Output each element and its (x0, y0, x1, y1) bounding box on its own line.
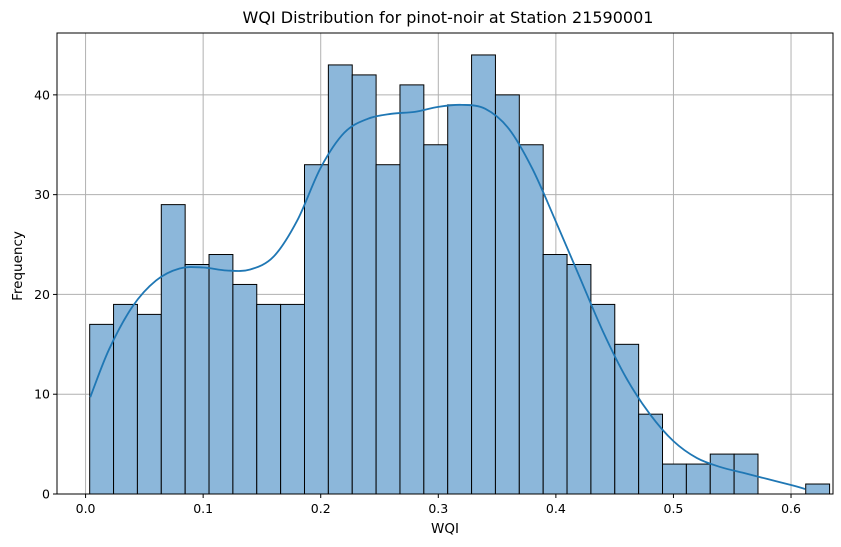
kde-curve (89, 103, 806, 490)
histogram-bar (614, 343, 640, 495)
y-tick-label: 40 (34, 87, 50, 102)
histogram-bar (303, 164, 329, 495)
x-tick-label: 0.0 (76, 501, 96, 516)
histogram-bar (471, 54, 496, 495)
y-axis-ticks: 0 10 20 30 40 (34, 87, 57, 502)
histogram-bar (256, 303, 282, 495)
histogram-bar (375, 164, 401, 495)
x-tick-label: 0.6 (781, 501, 801, 516)
y-axis-label: Frequency (10, 231, 26, 301)
histogram-bar (494, 94, 520, 495)
histogram-bar (662, 463, 687, 495)
chart-title: WQI Distribution for pinot-noir at Stati… (243, 8, 654, 27)
x-tick-label: 0.3 (428, 501, 448, 516)
histogram-bars (89, 54, 831, 495)
kde-curve-group (89, 103, 806, 490)
x-tick-label: 0.4 (546, 501, 566, 516)
histogram-bar (136, 313, 162, 495)
histogram-bar (160, 204, 186, 495)
histogram-bar (566, 263, 592, 495)
y-tick-label: 20 (34, 287, 50, 302)
histogram-bar (351, 74, 377, 495)
y-tick-label: 30 (34, 187, 50, 202)
histogram-bar (542, 254, 568, 495)
histogram-bar (423, 144, 449, 495)
y-tick-label: 0 (42, 487, 50, 502)
histogram-bar (685, 463, 711, 495)
x-tick-label: 0.5 (664, 501, 684, 516)
x-axis-ticks: 0.0 0.1 0.2 0.3 0.4 0.5 0.6 (76, 494, 801, 516)
histogram-bar (280, 303, 305, 495)
histogram-bar (184, 263, 210, 495)
histogram-bar (709, 453, 735, 495)
x-tick-label: 0.1 (193, 501, 213, 516)
histogram-bar (232, 283, 258, 495)
x-tick-label: 0.2 (311, 501, 331, 516)
y-tick-label: 10 (34, 387, 50, 402)
x-axis-label: WQI (431, 521, 459, 537)
histogram-bar (447, 104, 473, 495)
histogram-bar (399, 84, 425, 495)
histogram-bar (518, 144, 544, 495)
histogram-bar (89, 323, 115, 495)
histogram-bar (208, 254, 234, 495)
plot-frame (56, 32, 834, 495)
histogram-bar (805, 483, 831, 495)
